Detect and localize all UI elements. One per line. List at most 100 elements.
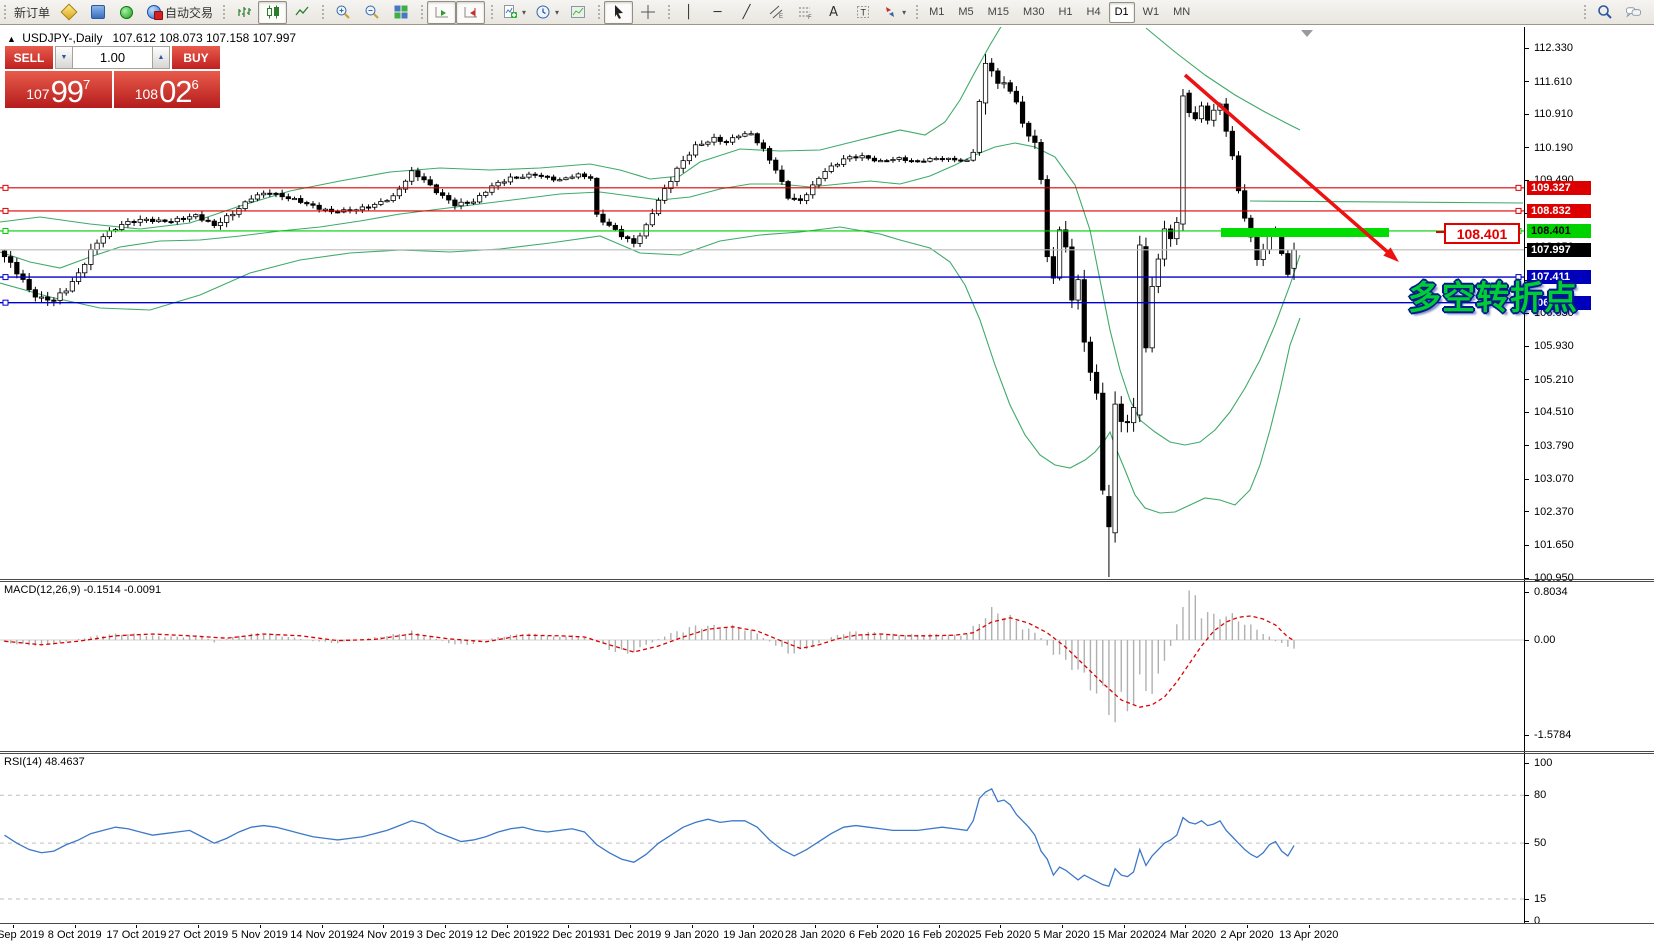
svg-text:E: E [779,14,783,20]
vertical-line-icon: │ [684,4,693,20]
date-label: 2 Apr 2020 [1220,929,1274,941]
date-tick [753,925,755,928]
trendline-button[interactable]: ╱ [732,1,761,24]
date-label: 6 Feb 2020 [848,929,905,941]
main-price-chart[interactable] [0,27,1524,579]
volume-decrease-button[interactable]: ▼ [55,46,73,69]
date-label: 16 Feb 2020 [907,929,970,941]
date-tick [1061,925,1063,928]
timeframe-m30-button[interactable]: M30 [1023,6,1045,18]
tile-windows-icon [392,4,409,21]
signal-waves-icon [118,4,135,21]
date-label: 17 Oct 2019 [106,929,167,941]
rsi-indicator-panel[interactable] [0,754,1524,923]
horizontal-line-button[interactable]: ─ [703,1,732,24]
periods-caret-icon: ▾ [555,7,560,17]
date-label: 9 Jan 2020 [664,929,719,941]
sell-button[interactable]: SELL [5,46,53,69]
price-tick-label: 101.650 [1525,539,1574,551]
toolbar-group-chart-type [221,0,320,24]
macd-values: -0.1514 -0.0091 [83,584,162,596]
bar-chart-button[interactable] [229,1,258,24]
date-tick [568,925,570,928]
price-tick-label: 105.210 [1525,374,1574,386]
one-click-trading-panel: SELL ▼ 1.00 ▲ BUY 107 99 7 108 02 6 [5,46,220,108]
timeframe-mn-button[interactable]: MN [1173,6,1191,18]
volume-value[interactable]: 1.00 [73,46,152,69]
toolbar-group-indicators: ▾ ▾ [489,0,596,24]
timeframe-m5-button[interactable]: M5 [958,6,974,18]
panel-separator [0,581,1654,582]
channel-button[interactable]: E [761,1,790,24]
buy-button[interactable]: BUY [172,46,220,69]
symbol-period-label: USDJPY-,Daily [22,31,103,45]
search-button[interactable] [1590,1,1619,24]
zoom-in-button[interactable] [328,1,357,24]
price-callout-108401[interactable]: 108.401 [1444,223,1520,244]
arrow-objects-icon [881,4,898,21]
rsi-label: RSI(14) 48.4637 [4,756,85,768]
timeframe-m1-button[interactable]: M1 [929,6,945,18]
chart-shift-button[interactable] [456,0,486,24]
collapse-icon[interactable]: ▲ [7,34,16,44]
date-label: 13 Apr 2020 [1279,929,1339,941]
panel-separator[interactable] [0,751,1654,752]
text-label-button[interactable]: T [848,1,877,24]
indicators-button[interactable]: ▾ [497,1,530,24]
volume-increase-button[interactable]: ▲ [152,46,170,69]
text-icon: A [829,4,839,20]
macd-indicator-panel[interactable] [0,582,1524,751]
price-tick-label: 103.790 [1525,440,1574,452]
periods-button[interactable]: ▾ [530,1,563,24]
candlesticks [1,54,1297,578]
new-order-label: 新订单 [14,5,51,20]
new-order-button[interactable]: 新订单 [10,1,54,24]
sell-price-box[interactable]: 107 99 7 [5,71,112,108]
date-label: 28 Jan 2020 [784,929,846,941]
panel-separator[interactable] [0,579,1654,580]
macd-tick-label: 0.8034 [1525,586,1568,598]
annotation-turning-point-text[interactable]: 多空转折点 [1408,279,1578,316]
buy-price-box[interactable]: 108 02 6 [113,71,220,108]
search-icon [1596,4,1613,21]
cursor-button[interactable] [604,0,634,24]
market-button[interactable] [54,1,83,24]
crosshair-button[interactable] [633,1,662,24]
date-tick [198,925,200,928]
auto-scroll-button[interactable] [427,0,457,24]
signals-button[interactable] [83,1,112,24]
indicator-line [4,615,1295,708]
auto-scroll-icon [433,4,450,21]
chart-bottom-border [0,923,1654,924]
crosshair-icon [639,4,656,21]
chat-icon [1625,4,1642,21]
timeframe-h1-button[interactable]: H1 [1058,6,1073,18]
chat-button[interactable] [1619,1,1648,24]
template-icon [569,4,586,21]
date-tick [444,925,446,928]
price-tick-label: 110.910 [1525,108,1573,120]
timeframe-d1-button[interactable]: D1 [1108,1,1135,23]
text-button[interactable]: A [819,1,848,24]
arrows-button[interactable]: ▾ [877,1,910,24]
toolbar-group-cursor [596,0,666,24]
price-scale[interactable]: 112.330111.610110.910110.190109.490108.7… [1524,27,1654,927]
timeframe-h4-button[interactable]: H4 [1086,6,1101,18]
line-chart-button[interactable] [287,1,316,24]
candlestick-chart-button[interactable] [258,0,288,24]
vps-button[interactable] [112,1,141,24]
tile-windows-button[interactable] [386,1,415,24]
date-label: 5 Nov 2019 [231,929,288,941]
vertical-line-button[interactable]: │ [674,1,703,24]
cursor-icon [610,4,627,21]
timeframe-m15-button[interactable]: M15 [987,6,1010,18]
fibonacci-button[interactable]: F [790,1,819,24]
zoom-out-button[interactable] [357,1,386,24]
auto-trading-button[interactable]: 自动交易 [141,1,217,24]
bar-chart-icon [235,4,252,21]
price-tag-107.997: 107.997 [1527,242,1591,257]
templates-button[interactable] [563,1,592,24]
date-label: 24 Nov 2019 [351,929,415,941]
timeframe-w1-button[interactable]: W1 [1142,6,1160,18]
